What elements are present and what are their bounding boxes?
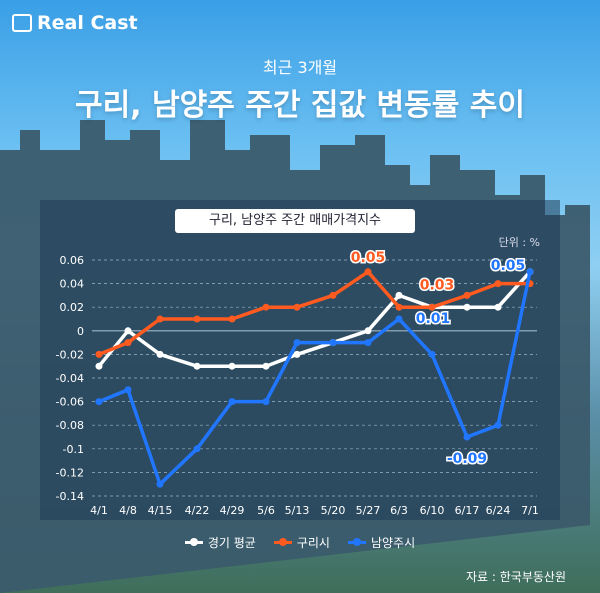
x-tick-label: 6/24 xyxy=(486,504,511,517)
data-point xyxy=(329,339,337,347)
data-point xyxy=(95,398,103,406)
x-tick-label: 6/10 xyxy=(420,504,445,517)
x-tick-label: 4/15 xyxy=(148,504,173,517)
data-point xyxy=(228,362,236,370)
data-point xyxy=(124,339,132,347)
y-tick-label: -0.14 xyxy=(56,490,84,503)
y-tick-label: -0.06 xyxy=(56,396,84,409)
x-tick-label: 5/6 xyxy=(257,504,275,517)
y-tick-label: -0.04 xyxy=(56,372,84,385)
data-point xyxy=(494,280,502,288)
data-label: 0.05 xyxy=(491,258,526,274)
legend: 경기 평균 구리시 남양주시 xyxy=(0,534,600,551)
data-point xyxy=(228,398,236,406)
data-point xyxy=(262,398,270,406)
data-point xyxy=(494,421,502,429)
y-tick-label: 0.06 xyxy=(60,254,85,267)
y-tick-label: -0.1 xyxy=(63,443,84,456)
data-label: 0.03 xyxy=(420,277,455,293)
data-point xyxy=(463,291,471,299)
logo-icon xyxy=(12,14,32,32)
data-point xyxy=(364,327,372,335)
data-point xyxy=(395,303,403,311)
x-tick-label: 4/22 xyxy=(185,504,210,517)
legend-marker-icon xyxy=(184,538,203,546)
series-line-1 xyxy=(98,270,530,357)
data-point xyxy=(293,303,301,311)
data-point xyxy=(494,303,502,311)
x-tick-label: 4/29 xyxy=(220,504,245,517)
brand-name: Real Cast xyxy=(37,12,138,34)
data-point xyxy=(428,350,436,358)
data-point xyxy=(193,315,201,323)
data-label: 0.05 xyxy=(351,250,386,266)
data-point xyxy=(228,315,236,323)
y-tick-label: 0 xyxy=(77,325,84,338)
data-point xyxy=(262,303,270,311)
unit-label: 단위 : % xyxy=(498,236,540,249)
legend-item: 남양주시 xyxy=(347,534,416,551)
series-line-2 xyxy=(98,271,532,486)
legend-item: 경기 평균 xyxy=(184,534,256,551)
y-tick-label: 0.04 xyxy=(60,278,85,291)
data-label: 0.01 xyxy=(416,311,451,327)
x-tick-label: 4/1 xyxy=(90,504,108,517)
x-tick-label: 6/17 xyxy=(455,504,480,517)
data-point xyxy=(526,268,534,276)
brand-logo: Real Cast xyxy=(12,12,138,34)
x-tick-label: 5/27 xyxy=(356,504,381,517)
series-line-0 xyxy=(97,270,532,368)
y-tick-label: -0.12 xyxy=(56,466,84,479)
data-point xyxy=(395,315,403,323)
data-point xyxy=(428,303,436,311)
data-point xyxy=(156,350,164,358)
y-tick-label: -0.08 xyxy=(56,419,84,432)
data-point xyxy=(329,291,337,299)
y-tick-label: -0.02 xyxy=(56,348,84,361)
data-point xyxy=(364,339,372,347)
data-point xyxy=(293,339,301,347)
data-point xyxy=(395,291,403,299)
legend-marker-icon xyxy=(273,538,292,546)
x-tick-label: 7/1 xyxy=(521,504,539,517)
data-point xyxy=(193,362,201,370)
data-point xyxy=(293,350,301,358)
data-point xyxy=(95,362,103,370)
data-point xyxy=(156,480,164,488)
legend-label: 경기 평균 xyxy=(207,536,256,550)
x-tick-label: 6/3 xyxy=(390,504,408,517)
x-tick-label: 4/8 xyxy=(119,504,137,517)
data-point xyxy=(124,386,132,394)
x-tick-label: 5/13 xyxy=(285,504,310,517)
y-tick-label: 0.02 xyxy=(60,301,85,314)
legend-label: 구리시 xyxy=(296,536,330,550)
x-tick-label: 5/20 xyxy=(321,504,346,517)
chart-title: 구리, 남양주 주간 매매가격지수 xyxy=(175,209,415,233)
legend-label: 남양주시 xyxy=(370,536,416,550)
data-point xyxy=(193,445,201,453)
data-point xyxy=(463,433,471,441)
data-point xyxy=(95,350,103,358)
data-point xyxy=(156,315,164,323)
data-point xyxy=(262,362,270,370)
data-point xyxy=(124,327,132,335)
legend-item: 구리시 xyxy=(273,534,330,551)
data-label: -0.09 xyxy=(447,451,487,467)
data-point xyxy=(364,268,372,276)
page-title: 구리, 남양주 주간 집값 변동률 추이 xyxy=(74,88,526,123)
source-note: 자료 : 한국부동산원 xyxy=(466,570,566,584)
data-point xyxy=(463,303,471,311)
legend-marker-icon xyxy=(347,538,366,546)
subtitle: 최근 3개월 xyxy=(262,58,338,77)
